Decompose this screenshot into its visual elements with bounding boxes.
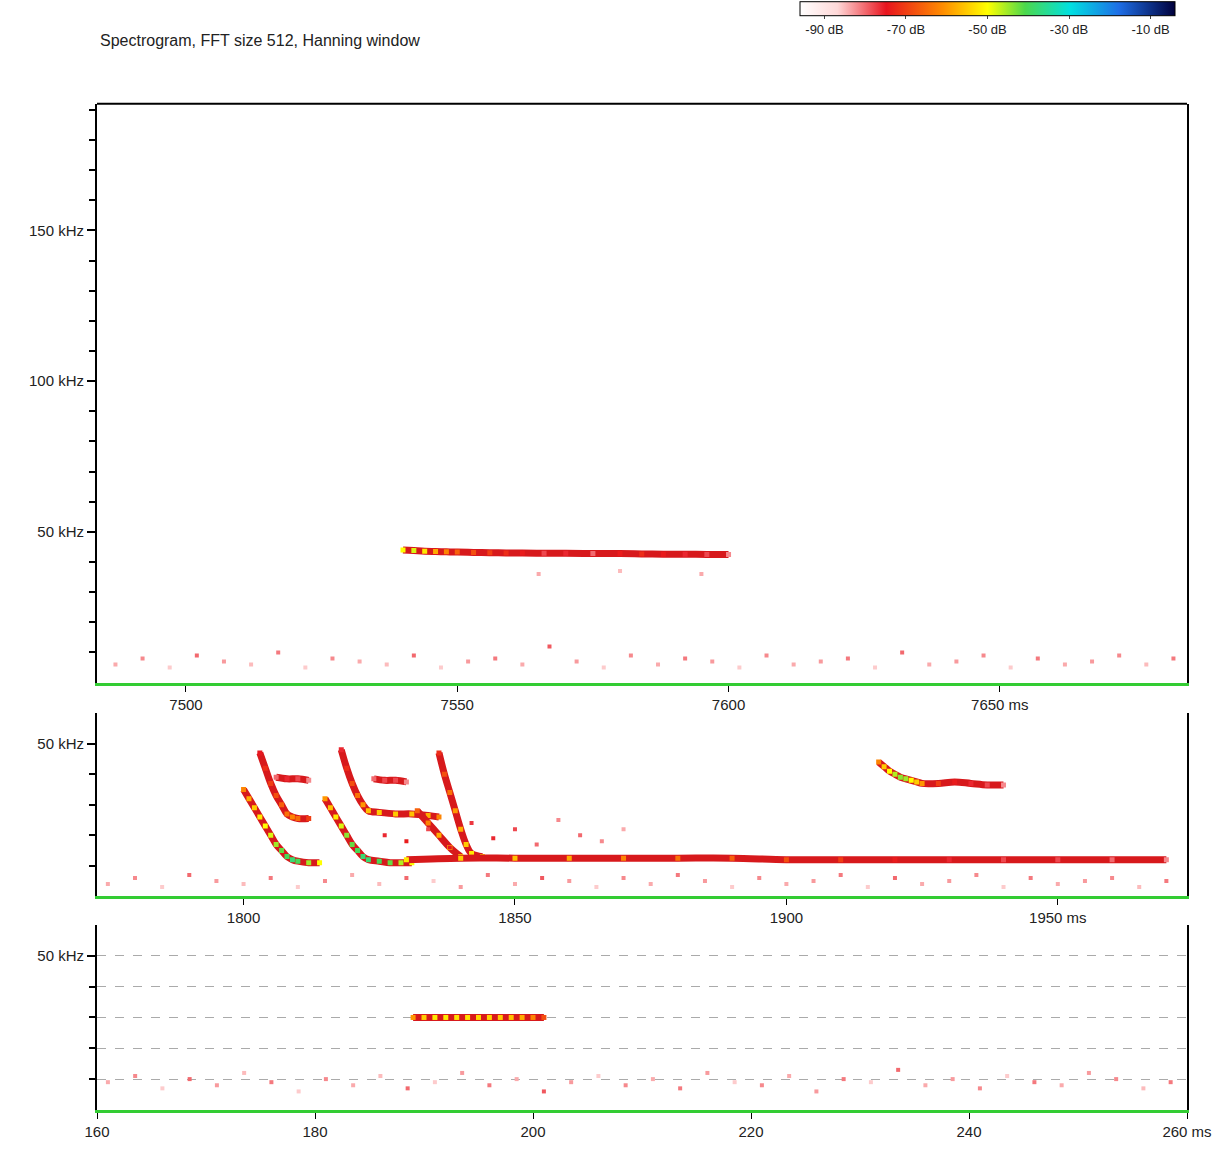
svg-text:160: 160 [84, 1123, 109, 1140]
svg-text:260 ms: 260 ms [1162, 1123, 1211, 1140]
svg-text:100 kHz: 100 kHz [29, 372, 84, 389]
svg-text:200: 200 [520, 1123, 545, 1140]
svg-text:180: 180 [302, 1123, 327, 1140]
svg-text:240: 240 [956, 1123, 981, 1140]
svg-text:50 kHz: 50 kHz [37, 523, 84, 540]
svg-text:Spectrogram, FFT size 512, Han: Spectrogram, FFT size 512, Hanning windo… [100, 32, 420, 49]
svg-text:-50 dB: -50 dB [968, 22, 1006, 37]
svg-text:-10 dB: -10 dB [1131, 22, 1169, 37]
svg-text:7600: 7600 [712, 696, 745, 713]
svg-text:1850: 1850 [498, 909, 531, 926]
svg-text:-70 dB: -70 dB [887, 22, 925, 37]
svg-text:1800: 1800 [227, 909, 260, 926]
svg-text:7650 ms: 7650 ms [971, 696, 1029, 713]
svg-text:220: 220 [738, 1123, 763, 1140]
svg-text:50 kHz: 50 kHz [37, 947, 84, 964]
svg-text:-90 dB: -90 dB [805, 22, 843, 37]
svg-text:50 kHz: 50 kHz [37, 735, 84, 752]
svg-text:-30 dB: -30 dB [1050, 22, 1088, 37]
svg-text:1950 ms: 1950 ms [1029, 909, 1087, 926]
svg-text:7500: 7500 [169, 696, 202, 713]
svg-text:7550: 7550 [441, 696, 474, 713]
svg-text:1900: 1900 [770, 909, 803, 926]
svg-text:150 kHz: 150 kHz [29, 222, 84, 239]
